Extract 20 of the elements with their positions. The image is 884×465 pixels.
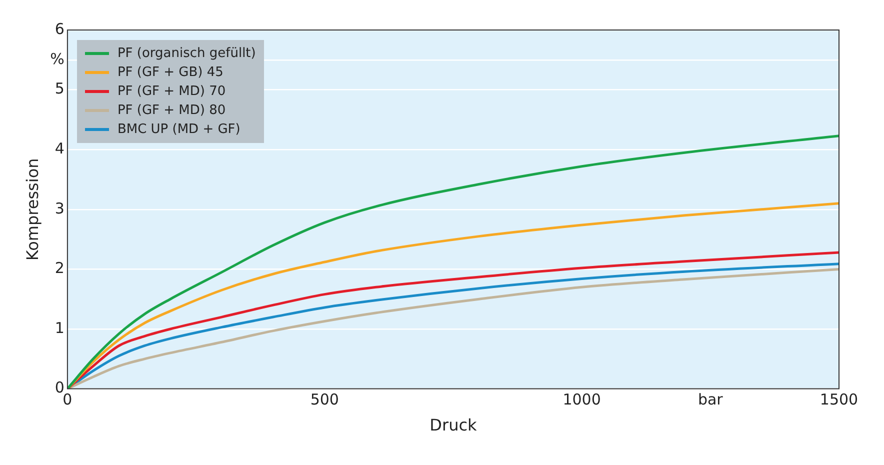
y-tick-label: 0: [54, 378, 64, 397]
x-tick-label: 500: [310, 390, 339, 409]
y-tick-label: 6: [54, 20, 64, 38]
y-tick-label: 1: [54, 318, 64, 337]
y-tick-label: 3: [54, 199, 64, 218]
x-tick-label: 1000: [562, 390, 601, 409]
y-tick-label: 5: [54, 80, 64, 98]
y-tick-label: 4: [54, 139, 64, 158]
legend-label: BMC UP (MD + GF): [117, 122, 240, 137]
x-tick-label: 1500: [820, 390, 858, 409]
y-tick-label: %: [50, 50, 64, 68]
legend-label: PF (organisch gefüllt): [117, 46, 256, 61]
line-series: [67, 134, 839, 389]
legend-label: PF (GF + MD) 70: [117, 84, 226, 99]
x-axis-title: Druck: [430, 416, 478, 435]
y-axis-title: Kompression: [22, 158, 42, 261]
legend-label: PF (GF + GB) 45: [117, 65, 224, 80]
y-tick-label: 2: [54, 259, 64, 278]
legend-label: PF (GF + MD) 80: [117, 103, 226, 118]
x-tick-label: bar: [698, 390, 724, 409]
